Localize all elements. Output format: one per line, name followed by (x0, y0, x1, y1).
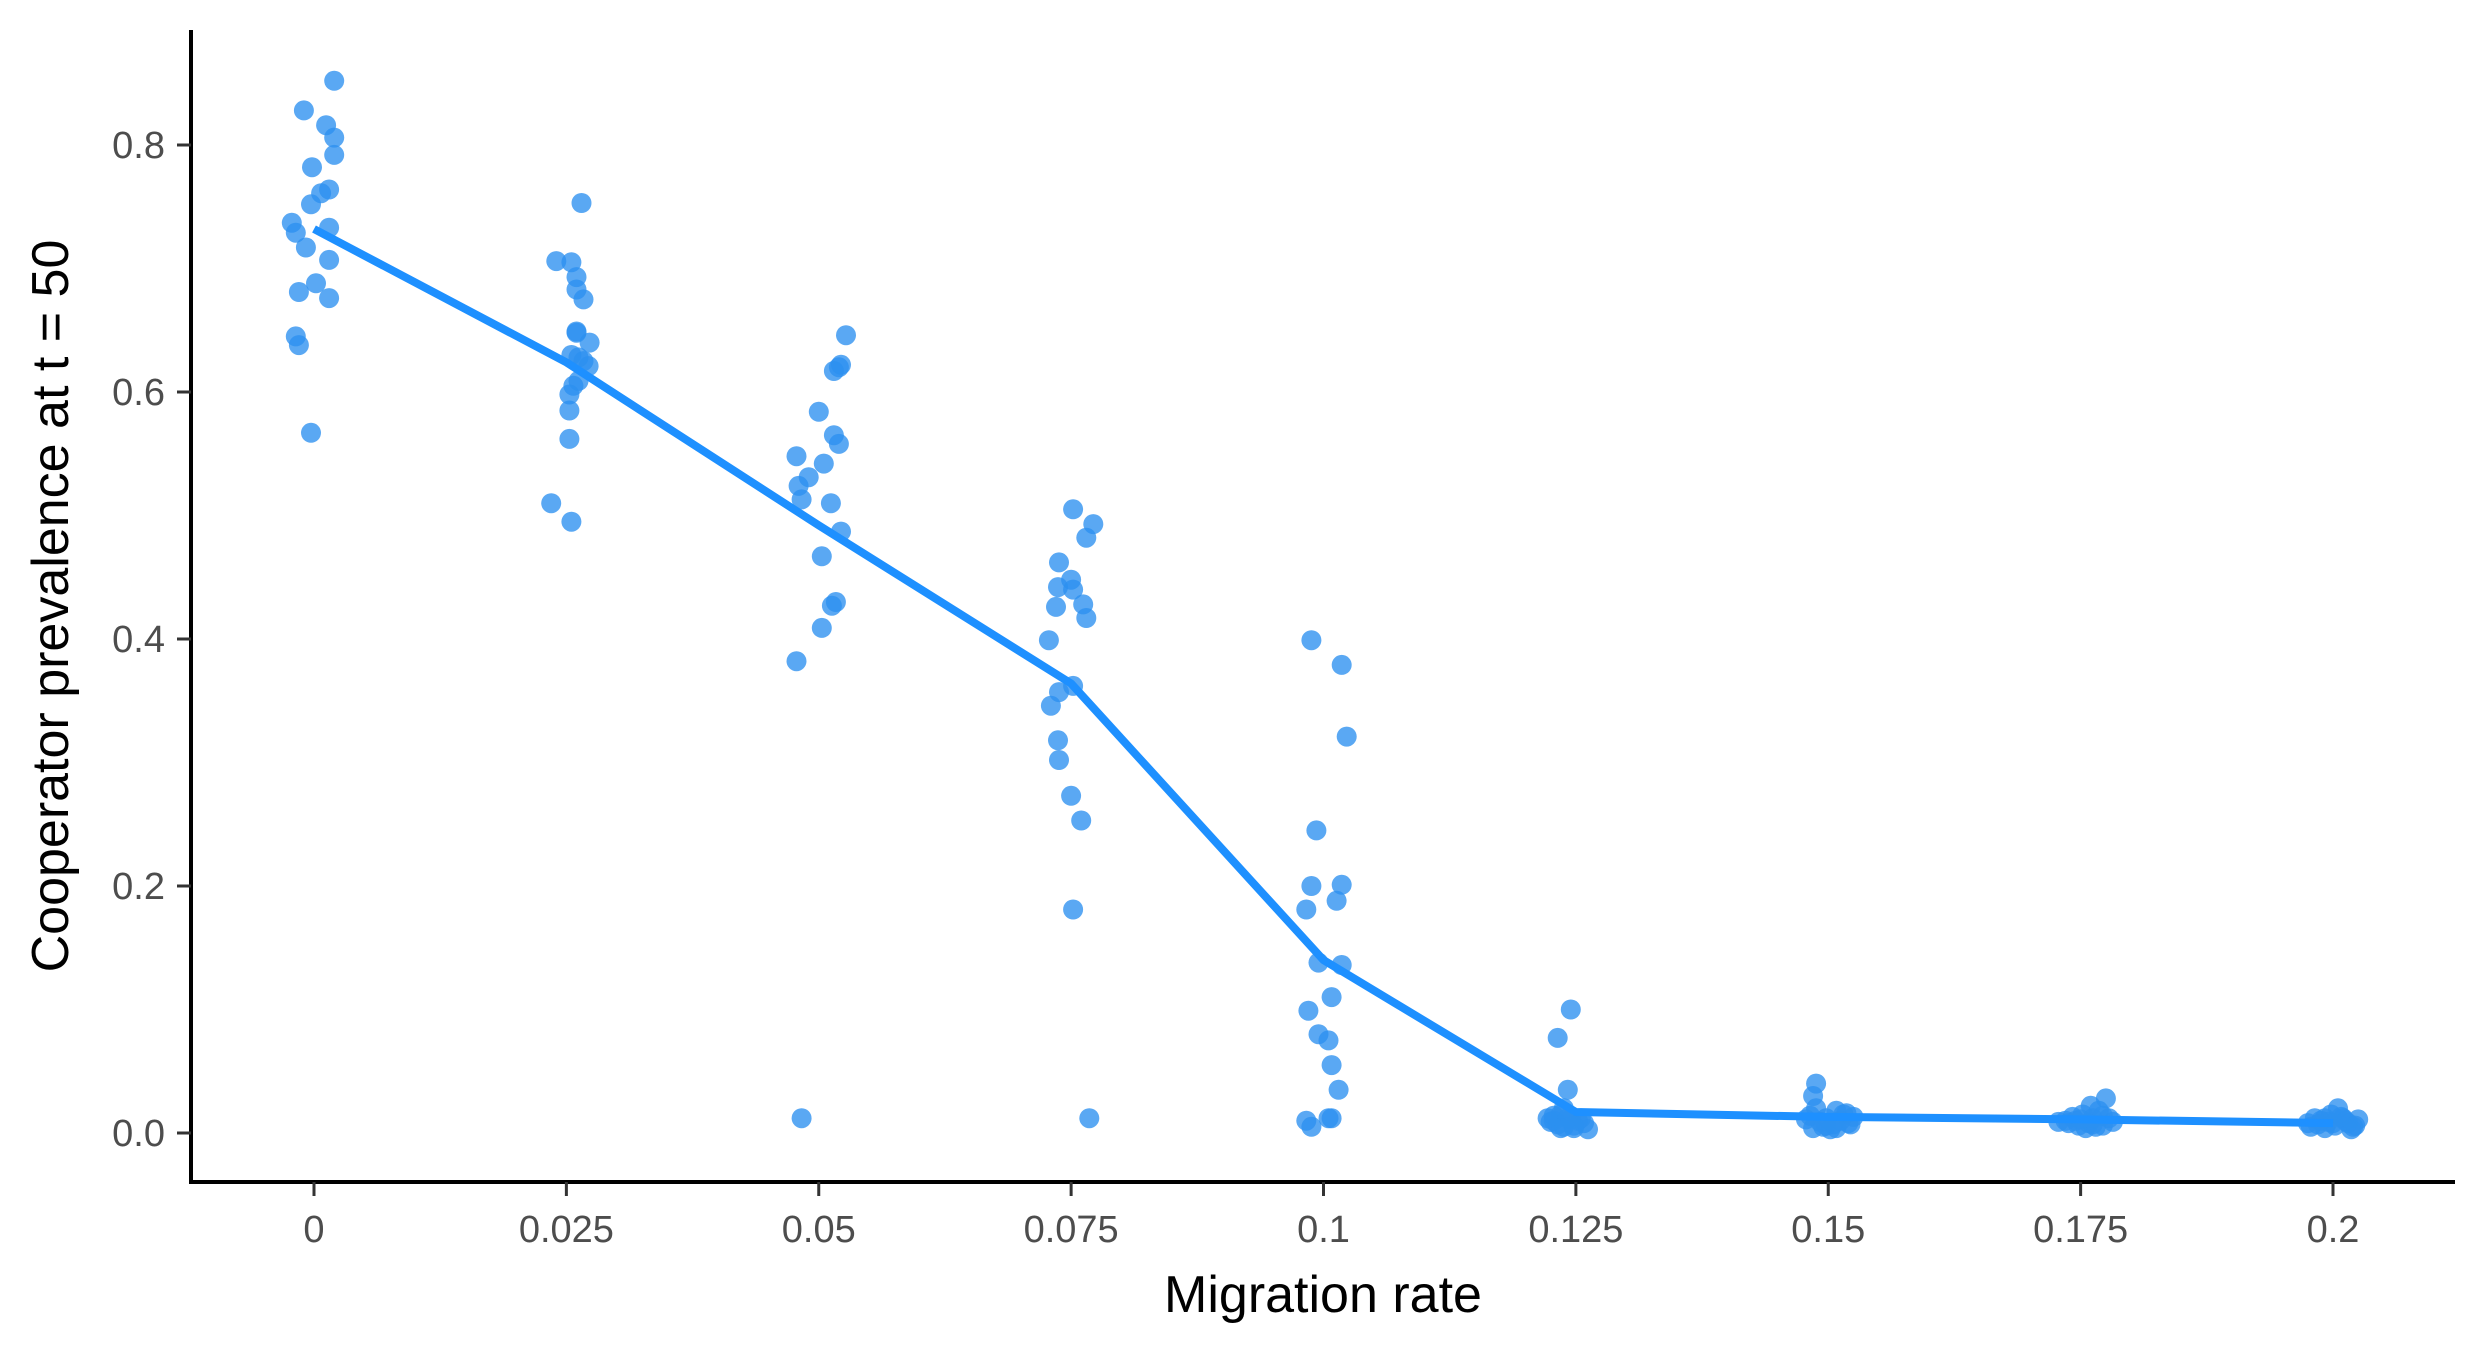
data-point (285, 222, 306, 243)
data-point (791, 489, 812, 510)
data-point (1061, 785, 1082, 806)
data-point (1048, 730, 1068, 751)
data-point (559, 400, 580, 421)
y-tick-label: 0.4 (112, 619, 165, 661)
data-point (820, 493, 841, 514)
data-point (1318, 1030, 1339, 1051)
x-tick-label: 0.1 (1297, 1209, 1350, 1251)
data-point (1076, 608, 1097, 628)
data-point (295, 237, 316, 258)
data-point (1557, 1079, 1578, 1100)
data-point (1301, 876, 1322, 896)
data-point (808, 401, 829, 422)
data-point (1301, 1116, 1322, 1137)
data-point (1071, 810, 1092, 831)
data-point (1547, 1027, 1568, 1048)
data-point (324, 70, 345, 91)
data-point (302, 157, 322, 178)
x-tick-label: 0.075 (1024, 1209, 1119, 1251)
x-tick-label: 0.2 (2307, 1209, 2360, 1251)
data-point (541, 493, 562, 514)
data-point (306, 273, 326, 294)
data-point (1321, 987, 1342, 1008)
x-tick-label: 0 (303, 1209, 324, 1251)
y-axis-title: Cooperator prevalence at t = 50 (22, 240, 80, 973)
y-tick-label: 0.8 (112, 125, 165, 167)
data-point (786, 651, 807, 672)
data-point (1537, 1108, 1558, 1129)
data-point (786, 446, 807, 467)
data-point (1079, 1108, 1100, 1129)
data-point (1063, 499, 1084, 520)
data-point (1048, 577, 1068, 598)
plot-points (281, 70, 2369, 1140)
y-ticks: 0.0 0.2 0.4 0.6 0.8 (112, 125, 191, 1155)
data-point (1038, 630, 1059, 651)
y-tick-label: 0.6 (112, 372, 165, 414)
x-tick-label: 0.05 (782, 1209, 856, 1251)
data-point (1331, 654, 1352, 675)
y-tick-label: 0.2 (112, 866, 165, 908)
data-point (1040, 695, 1061, 716)
data-point (813, 453, 834, 474)
data-point (1331, 874, 1352, 895)
mean-line-layer (312, 225, 2334, 1128)
data-point (1063, 579, 1084, 600)
data-point (1063, 899, 1084, 920)
data-point (1046, 596, 1066, 617)
data-point (811, 546, 832, 567)
x-tick-label: 0.15 (1791, 1209, 1865, 1251)
data-point (293, 100, 314, 121)
mean-line (312, 225, 2334, 1128)
data-point (1049, 750, 1069, 770)
data-point (1049, 552, 1069, 573)
data-point (301, 422, 321, 443)
data-point (1326, 890, 1347, 911)
data-point (791, 1108, 812, 1129)
data-point (836, 325, 856, 346)
data-point (811, 617, 832, 638)
x-ticks: 0 0.025 0.05 0.075 0.1 0.125 0.15 0.175 0.2 (303, 1182, 2359, 1251)
data-point (561, 511, 582, 532)
x-tick-label: 0.125 (1528, 1209, 1623, 1251)
data-point (1301, 630, 1322, 651)
data-point (546, 251, 567, 272)
data-point (319, 249, 340, 270)
data-point (571, 193, 592, 213)
data-point (1306, 820, 1327, 841)
data-point (559, 384, 580, 405)
data-point (1321, 1055, 1342, 1076)
x-tick-label: 0.025 (519, 1209, 614, 1251)
data-point (1336, 726, 1357, 747)
x-tick-label: 0.175 (2033, 1209, 2128, 1251)
data-point (319, 288, 340, 309)
data-point (1328, 1079, 1349, 1100)
data-point (288, 282, 309, 302)
data-point (324, 144, 345, 165)
data-point (1560, 999, 1581, 1020)
data-point (324, 127, 345, 148)
axes (189, 30, 2455, 1184)
data-point (823, 361, 844, 381)
data-point (1298, 1000, 1319, 1021)
data-point (828, 433, 849, 454)
data-point (579, 332, 600, 353)
data-point (559, 428, 580, 449)
data-point (1321, 1108, 1342, 1129)
data-point (301, 194, 321, 215)
y-tick-label: 0.0 (112, 1113, 165, 1155)
data-point (1296, 899, 1317, 920)
data-point (821, 595, 842, 616)
x-axis-title: Migration rate (1164, 1266, 1482, 1324)
data-point (1563, 1115, 1584, 1136)
data-point (288, 335, 309, 356)
data-point (1076, 527, 1097, 548)
data-point (573, 289, 594, 310)
data-point (2343, 1116, 2364, 1137)
